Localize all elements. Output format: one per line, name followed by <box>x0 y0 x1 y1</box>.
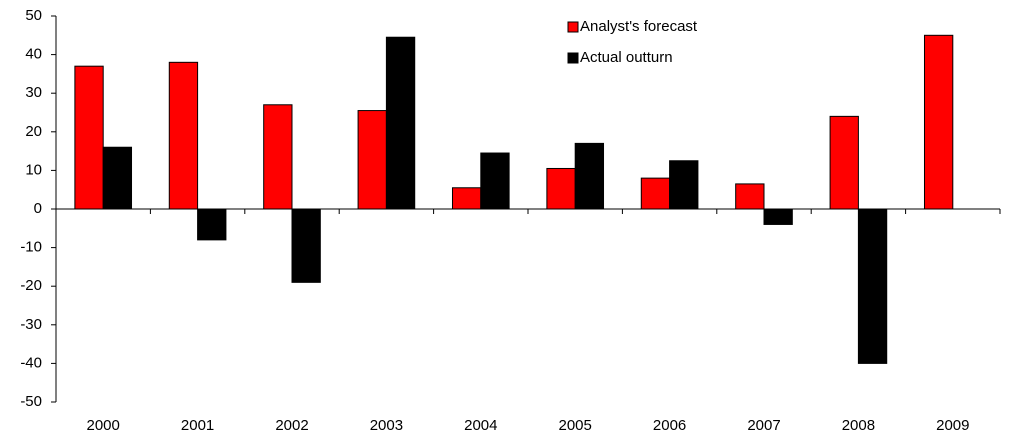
x-tick-label: 2000 <box>87 417 120 434</box>
y-tick-label: 20 <box>25 123 42 140</box>
y-tick-label: 0 <box>34 200 42 217</box>
bar <box>546 167 576 210</box>
x-tick-label: 2003 <box>370 417 403 434</box>
bar <box>857 208 888 364</box>
x-tick-label: 2007 <box>747 417 780 434</box>
legend-label: Actual outturn <box>580 49 673 66</box>
bar <box>574 142 605 210</box>
bar <box>291 208 321 283</box>
x-tick-label: 2006 <box>653 417 686 434</box>
bar <box>357 110 387 210</box>
legend-swatch <box>567 52 579 64</box>
bar <box>385 36 416 210</box>
legend-label: Analyst's forecast <box>580 18 698 35</box>
x-tick-label: 2008 <box>842 417 875 434</box>
bar <box>669 160 699 210</box>
bar <box>74 65 104 210</box>
y-tick-label: -10 <box>20 239 42 256</box>
legend-swatch <box>567 21 579 33</box>
bar <box>923 34 954 210</box>
bar <box>480 152 510 210</box>
y-tick-label: 50 <box>25 7 42 24</box>
y-tick-label: -20 <box>20 277 42 294</box>
bar <box>197 208 227 241</box>
y-tick-label: -40 <box>20 354 42 371</box>
x-tick-label: 2005 <box>559 417 592 434</box>
y-tick-label: 10 <box>25 161 42 178</box>
bar <box>451 187 482 210</box>
y-tick-label: -30 <box>20 316 42 333</box>
y-tick-label: 30 <box>25 84 42 101</box>
bar <box>640 177 671 210</box>
x-tick-label: 2002 <box>275 417 308 434</box>
y-tick-label: 40 <box>25 46 42 63</box>
bar <box>735 183 765 210</box>
bar <box>763 208 793 225</box>
bar <box>168 61 199 210</box>
x-tick-label: 2004 <box>464 417 497 434</box>
bar <box>263 104 293 210</box>
x-tick-label: 2001 <box>181 417 214 434</box>
bar <box>102 146 133 210</box>
x-tick-label: 2009 <box>936 417 969 434</box>
y-tick-label: -50 <box>20 393 42 410</box>
bar <box>829 115 859 210</box>
